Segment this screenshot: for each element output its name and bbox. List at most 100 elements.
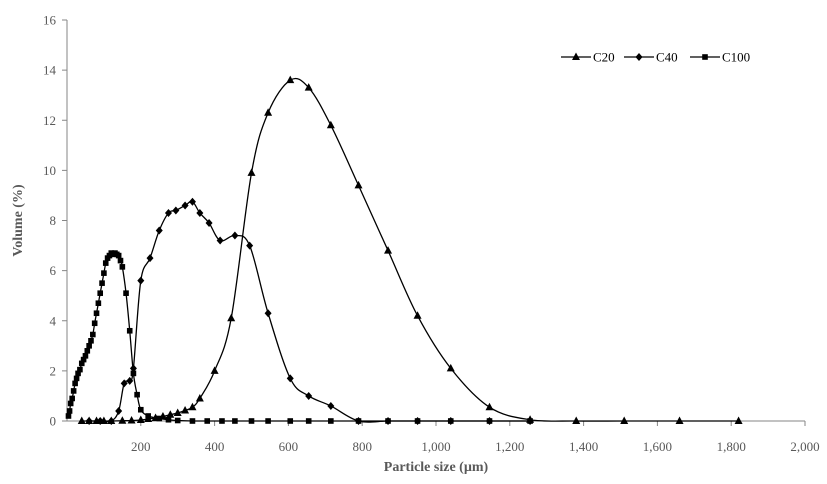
- series-c40-point: [205, 219, 213, 228]
- series-c20-point: [181, 405, 190, 414]
- x-tick-label: 600: [279, 439, 299, 454]
- series-c20-point: [136, 415, 145, 423]
- series-c20-point: [188, 402, 197, 411]
- series-c40-point: [155, 226, 163, 235]
- chart-legend: C20 C40 C100: [561, 50, 750, 65]
- series-c100-point: [93, 310, 100, 317]
- legend-marker-c20: [572, 52, 580, 60]
- series-c100-point: [165, 416, 172, 423]
- series-c100-point: [123, 290, 129, 296]
- series-c20-point: [734, 416, 743, 424]
- series-c40-point: [196, 208, 204, 217]
- series-c20-point: [166, 410, 175, 418]
- series-c100-point: [91, 320, 98, 327]
- series-c40-point: [85, 417, 93, 425]
- y-tick-label: 2: [50, 363, 57, 378]
- series-c100-point: [232, 418, 238, 424]
- series-c20-point: [572, 416, 581, 424]
- series-c40-point: [115, 406, 123, 415]
- x-tick-label: 400: [205, 439, 225, 454]
- legend-label-c20: C20: [593, 50, 615, 65]
- series-c100-point: [145, 413, 151, 419]
- x-tick-label: 800: [352, 439, 372, 454]
- series-c20-point: [384, 246, 393, 254]
- series-c100-point: [88, 338, 94, 344]
- series-c100-point: [119, 264, 126, 270]
- y-tick-label: 12: [43, 113, 56, 128]
- series-c100-point: [328, 418, 334, 424]
- series-c100-point: [80, 356, 87, 363]
- series-c100-point: [355, 418, 362, 424]
- series-c100-point: [265, 418, 271, 424]
- y-tick-label: 4: [50, 313, 57, 328]
- series-c100-point: [130, 370, 137, 377]
- y-axis-title: Volume (%): [11, 184, 26, 257]
- series-c20-point: [227, 313, 236, 322]
- series-c20-point: [326, 120, 335, 129]
- series-c100-point: [138, 406, 144, 413]
- series-c100-point: [117, 257, 124, 264]
- series-c20-point: [173, 408, 182, 416]
- series-c100-point: [101, 270, 107, 276]
- legend-item-c100: C100: [690, 50, 750, 65]
- series-c100-point: [447, 418, 454, 424]
- series-c100-point: [156, 415, 163, 422]
- series-c100-point: [134, 391, 140, 398]
- series-layer: [65, 75, 743, 425]
- legend-marker-c100: [702, 54, 708, 60]
- y-tick-label: 16: [43, 13, 57, 28]
- series-c40-point: [188, 197, 196, 206]
- series-c20-point: [675, 416, 684, 424]
- series-c40-point: [164, 208, 172, 217]
- series-c100-point: [75, 370, 81, 377]
- series-c100-point: [287, 418, 294, 424]
- legend-marker-c40: [635, 53, 643, 61]
- x-tick-label: 1,800: [717, 439, 746, 454]
- series-c100-point: [67, 400, 74, 407]
- series-c100-point: [126, 327, 133, 334]
- series-c40-line: [89, 200, 531, 423]
- series-c40-point: [120, 379, 128, 388]
- x-tick-label: 1,400: [569, 439, 598, 454]
- series-c20-point: [620, 416, 629, 424]
- series-c20-point: [354, 180, 363, 189]
- series-c40-point: [327, 401, 335, 410]
- series-c20-point: [304, 83, 313, 91]
- series-c20-point: [210, 366, 219, 374]
- legend-label-c100: C100: [722, 50, 750, 65]
- series-c20: [77, 75, 743, 424]
- series-c100-point: [305, 418, 312, 424]
- series-c20-line: [81, 77, 739, 422]
- series-c100-point: [102, 260, 109, 266]
- series-c100-point: [90, 331, 96, 338]
- series-c100-point: [204, 418, 211, 424]
- series-c20-point: [77, 416, 86, 424]
- series-c100-point: [78, 360, 85, 367]
- series-c100-point: [86, 343, 92, 349]
- x-tick-label: 1,200: [495, 439, 524, 454]
- series-c100-point: [174, 417, 181, 424]
- series-c100-point: [385, 418, 391, 424]
- y-tick-label: 6: [50, 263, 57, 278]
- series-c40-point: [107, 417, 115, 425]
- series-c100-point: [189, 418, 196, 424]
- x-tick-label: 1,000: [421, 439, 450, 454]
- series-c40-point: [231, 231, 239, 240]
- x-axis-title: Particle size (µm): [384, 460, 489, 475]
- series-c40-point: [146, 254, 154, 263]
- series-c100-point: [414, 418, 421, 424]
- series-c100-point: [70, 388, 77, 394]
- series-c100-point: [248, 418, 255, 424]
- legend-item-c40: C40: [624, 50, 678, 65]
- series-c20-point: [118, 416, 127, 424]
- series-c40: [85, 197, 534, 425]
- series-c40-point: [246, 241, 254, 250]
- series-c100: [65, 250, 533, 424]
- series-c40-point: [181, 201, 189, 210]
- series-c20-point: [195, 393, 204, 402]
- y-tick-label: 14: [43, 63, 57, 78]
- series-c100-point: [66, 408, 73, 414]
- series-c100-point: [84, 348, 91, 354]
- x-tick-label: 200: [131, 439, 151, 454]
